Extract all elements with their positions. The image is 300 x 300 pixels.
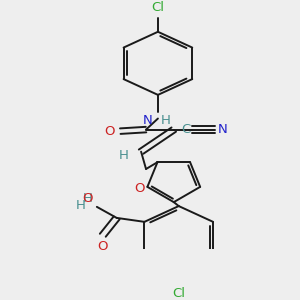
Text: O: O	[82, 192, 93, 205]
Text: Cl: Cl	[172, 286, 185, 299]
Text: N: N	[143, 114, 153, 127]
Text: N: N	[218, 123, 227, 136]
Text: H: H	[118, 149, 128, 162]
Text: C: C	[182, 123, 190, 136]
Text: H: H	[83, 192, 93, 205]
Text: O: O	[134, 182, 145, 195]
Text: O: O	[98, 240, 108, 253]
Text: H: H	[76, 199, 86, 212]
Text: H: H	[161, 114, 171, 127]
Text: Cl: Cl	[152, 2, 164, 14]
Text: O: O	[104, 125, 114, 138]
